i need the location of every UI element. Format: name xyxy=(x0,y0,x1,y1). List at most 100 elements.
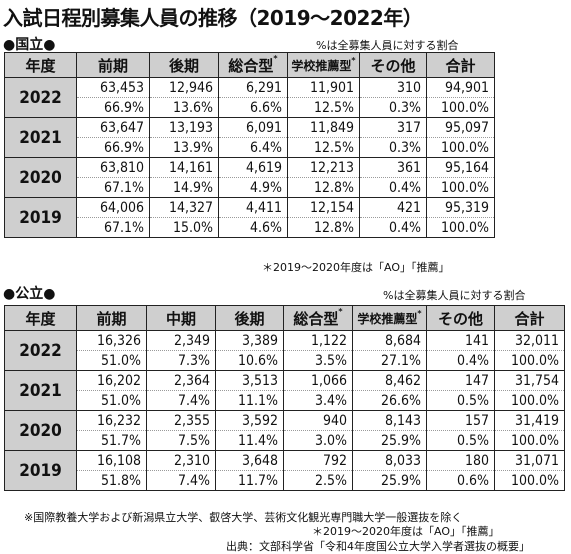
count-cell: 317 xyxy=(359,117,427,138)
count-cell: 32,011 xyxy=(494,330,565,351)
percent-cell: 15.0% xyxy=(149,217,219,238)
count-cell: 1,122 xyxy=(283,330,353,351)
percent-cell: 0.4% xyxy=(359,217,427,238)
percent-cell: 6.4% xyxy=(218,137,288,158)
count-cell: 157 xyxy=(426,410,495,431)
percent-cell: 0.4% xyxy=(359,177,427,198)
count-cell: 12,154 xyxy=(287,197,360,218)
percent-cell: 100.0% xyxy=(494,350,565,371)
count-cell: 12,946 xyxy=(149,77,219,98)
percent-cell: 4.6% xyxy=(218,217,288,238)
count-cell: 8,462 xyxy=(352,370,427,391)
header-sougou: 総合型* xyxy=(218,52,288,78)
header-sougou: 総合型* xyxy=(283,305,353,331)
percent-cell: 26.6% xyxy=(352,390,427,411)
table-row-percent: 51.7% 7.5% 11.4% 3.0% 25.9% 0.5% 100.0% xyxy=(5,430,565,451)
count-cell: 4,619 xyxy=(218,157,288,178)
count-cell: 141 xyxy=(426,330,495,351)
percent-cell: 3.0% xyxy=(283,430,353,451)
percent-cell: 0.4% xyxy=(426,350,495,371)
percent-cell: 11.1% xyxy=(215,390,284,411)
table-row-percent: 51.8% 7.4% 11.7% 2.5% 25.9% 0.6% 100.0% xyxy=(5,470,565,491)
count-cell: 13,193 xyxy=(149,117,219,138)
year-cell: 2020 xyxy=(4,410,77,451)
percent-cell: 0.3% xyxy=(359,97,427,118)
count-cell: 31,071 xyxy=(494,450,565,471)
percent-cell: 11.4% xyxy=(215,430,284,451)
header-sonota: その他 xyxy=(426,305,495,331)
count-cell: 8,684 xyxy=(352,330,427,351)
national-table: 年度 前期 後期 総合型* 学校推薦型* その他 合計 2022 63,453 12… xyxy=(4,52,495,238)
percent-cell: 100.0% xyxy=(494,430,565,451)
table-row-percent: 67.1% 15.0% 4.6% 12.8% 0.4% 100.0% xyxy=(5,217,495,238)
percent-cell: 6.6% xyxy=(218,97,288,118)
header-year: 年度 xyxy=(4,52,77,78)
year-cell: 2019 xyxy=(4,197,77,238)
count-cell: 11,901 xyxy=(287,77,360,98)
page-title: 入試日程別募集人員の推移（2019〜2022年） xyxy=(3,6,423,30)
percent-cell: 14.9% xyxy=(149,177,219,198)
table-row-percent: 66.9% 13.6% 6.6% 12.5% 0.3% 100.0% xyxy=(5,97,495,118)
percent-cell: 7.3% xyxy=(146,350,216,371)
count-cell: 361 xyxy=(359,157,427,178)
percent-cell: 2.5% xyxy=(283,470,353,491)
percent-cell: 13.9% xyxy=(149,137,219,158)
year-cell: 2022 xyxy=(4,77,77,118)
percent-cell: 25.9% xyxy=(352,470,427,491)
percent-cell: 100.0% xyxy=(426,137,495,158)
count-cell: 940 xyxy=(283,410,353,431)
percent-cell: 0.3% xyxy=(359,137,427,158)
table-row: 2020 16,232 2,355 3,592 940 8,143 157 31,419 xyxy=(4,410,565,451)
public-footnote-ao: ＊2019〜2020年度は「AO」「推薦」 xyxy=(312,525,500,538)
percent-cell: 25.9% xyxy=(352,430,427,451)
count-cell: 63,810 xyxy=(76,157,150,178)
count-cell: 6,091 xyxy=(218,117,288,138)
count-cell: 14,161 xyxy=(149,157,219,178)
percent-cell: 12.8% xyxy=(287,217,360,238)
count-cell: 2,310 xyxy=(146,450,216,471)
percent-cell: 51.7% xyxy=(76,430,147,451)
national-footnote: ＊2019〜2020年度は「AO」「推薦」 xyxy=(262,261,450,274)
source-note: 出典：文部科学省「令和4年度国公立大学入学者選抜の概要」 xyxy=(226,540,530,553)
count-cell: 4,411 xyxy=(218,197,288,218)
header-suisen: 学校推薦型* xyxy=(352,305,427,331)
header-suisen: 学校推薦型* xyxy=(287,52,360,78)
table-row: 2020 63,810 14,161 4,619 12,213 361 95,164 xyxy=(4,157,495,198)
count-cell: 792 xyxy=(283,450,353,471)
percent-cell: 0.5% xyxy=(426,430,495,451)
percent-cell: 12.8% xyxy=(287,177,360,198)
percent-cell: 100.0% xyxy=(426,97,495,118)
count-cell: 1,066 xyxy=(283,370,353,391)
percent-cell: 3.4% xyxy=(283,390,353,411)
table-row: 2022 16,326 2,349 3,389 1,122 8,684 141 32,011 xyxy=(4,330,565,371)
count-cell: 3,592 xyxy=(215,410,284,431)
percent-cell: 11.7% xyxy=(215,470,284,491)
table-row: 2019 64,006 14,327 4,411 12,154 421 95,319 xyxy=(4,197,495,238)
percent-cell: 51.8% xyxy=(76,470,147,491)
percent-cell: 100.0% xyxy=(426,217,495,238)
percent-cell: 67.1% xyxy=(76,217,150,238)
table-row-percent: 51.0% 7.3% 10.6% 3.5% 27.1% 0.4% 100.0% xyxy=(5,350,565,371)
header-zenki: 前期 xyxy=(76,52,150,78)
count-cell: 8,033 xyxy=(352,450,427,471)
national-section-label: ●国立● xyxy=(3,37,56,53)
count-cell: 16,326 xyxy=(76,330,147,351)
percent-cell: 100.0% xyxy=(426,177,495,198)
count-cell: 95,097 xyxy=(426,117,495,138)
public-footnote-exclusion: ※国際教養大学および新潟県立大学、叡啓大学、芸術文化観光専門職大学一般選抜を除く xyxy=(24,511,463,524)
percent-cell: 12.5% xyxy=(287,97,360,118)
table-row-percent: 66.9% 13.9% 6.4% 12.5% 0.3% 100.0% xyxy=(5,137,495,158)
public-header-row: 年度 前期 中期 後期 総合型* 学校推薦型* その他 合計 xyxy=(4,305,565,331)
count-cell: 63,453 xyxy=(76,77,150,98)
percent-cell: 51.0% xyxy=(76,390,147,411)
percent-cell: 3.5% xyxy=(283,350,353,371)
header-kouki: 後期 xyxy=(149,52,219,78)
header-sonota: その他 xyxy=(359,52,427,78)
year-cell: 2019 xyxy=(4,450,77,491)
percent-cell: 67.1% xyxy=(76,177,150,198)
count-cell: 94,901 xyxy=(426,77,495,98)
table-row: 2022 63,453 12,946 6,291 11,901 310 94,901 xyxy=(4,77,495,118)
count-cell: 63,647 xyxy=(76,117,150,138)
percent-cell: 10.6% xyxy=(215,350,284,371)
header-kouki: 後期 xyxy=(215,305,284,331)
